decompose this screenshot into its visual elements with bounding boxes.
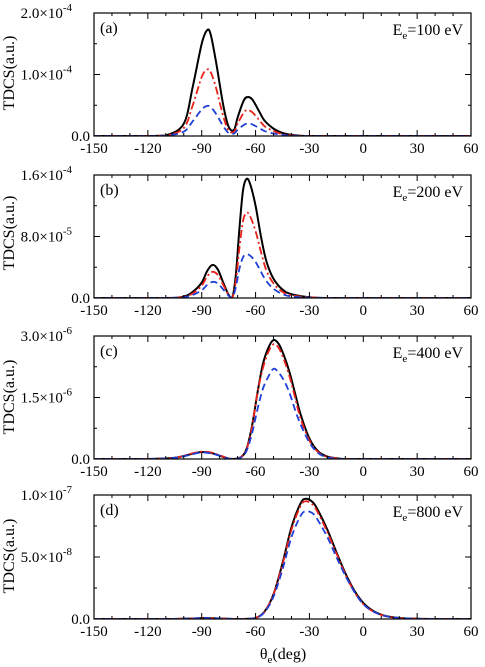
panel-tag-c: (c) bbox=[100, 343, 118, 360]
y-tick-label-b: 8.0×10-5 bbox=[21, 226, 73, 246]
x-tick-label-a: -30 bbox=[299, 141, 319, 157]
y-tick-label-c: 3.0×10-6 bbox=[21, 325, 73, 345]
energy-label-b: Ee=200 eV bbox=[393, 184, 464, 204]
x-tick-label-b: 60 bbox=[464, 303, 479, 319]
y-tick-label-a: 0.0 bbox=[71, 129, 90, 145]
series-line-b-2 bbox=[94, 211, 471, 298]
x-tick-label-c: -150 bbox=[80, 464, 108, 480]
y-tick-label-d: 5.0×10-8 bbox=[21, 546, 73, 566]
x-tick-label-a: 30 bbox=[410, 141, 425, 157]
energy-label-d: Ee=800 eV bbox=[393, 504, 464, 524]
panel-c: -150 -120 -90 -60 -30 0 30 60 0.0 1.5×10-6 3.0×10-… bbox=[21, 325, 479, 480]
x-tick-label-a: 60 bbox=[464, 141, 479, 157]
x-tick-label-a: -150 bbox=[80, 141, 108, 157]
x-tick-label-c: 60 bbox=[464, 464, 479, 480]
y-tick-label-b: 1.6×10-4 bbox=[21, 164, 73, 184]
x-tick-label-d: -150 bbox=[80, 624, 108, 640]
x-tick-label-d: 0 bbox=[360, 624, 368, 640]
x-tick-label-b: -150 bbox=[80, 303, 108, 319]
panel-b: -150 -120 -90 -60 -30 0 30 60 0.0 8.0×10-5 1.6×10-… bbox=[21, 164, 479, 319]
x-tick-label-b: -90 bbox=[192, 303, 212, 319]
x-tick-label-d: -60 bbox=[246, 624, 266, 640]
panel-tag-d: (d) bbox=[100, 502, 119, 519]
series-line-a-1 bbox=[94, 28, 471, 136]
x-axis-label: θe(deg) bbox=[260, 646, 306, 666]
x-tick-label-a: -120 bbox=[134, 141, 162, 157]
y-tick-label-c: 0.0 bbox=[71, 452, 90, 468]
x-tick-label-b: -30 bbox=[299, 303, 319, 319]
x-tick-label-c: -30 bbox=[299, 464, 319, 480]
series-line-b-3 bbox=[94, 253, 471, 298]
series-line-a-3 bbox=[94, 104, 471, 136]
panel-d: -150 -120 -90 -60 -30 0 30 60 0.0 5.0×10-8 1.0×10-… bbox=[21, 484, 479, 640]
panel-a: -150 -120 -90 -60 -30 0 30 60 0.0 1.0×10-4 2.0×10-… bbox=[21, 2, 479, 157]
y-tick-label-c: 1.5×10-6 bbox=[21, 387, 73, 407]
y-tick-label-d: 0.0 bbox=[71, 612, 90, 628]
x-tick-label-b: -120 bbox=[134, 303, 162, 319]
x-tick-label-d: -30 bbox=[299, 624, 319, 640]
panel-tag-b: (b) bbox=[100, 182, 119, 199]
energy-label-c: Ee=400 eV bbox=[393, 345, 464, 365]
x-tick-label-a: 0 bbox=[360, 141, 368, 157]
energy-label-a: Ee=100 eV bbox=[393, 22, 464, 42]
x-tick-label-b: 30 bbox=[410, 303, 425, 319]
y-tick-label-a: 2.0×10-4 bbox=[21, 2, 73, 22]
x-tick-label-d: 60 bbox=[464, 624, 479, 640]
x-tick-label-c: 0 bbox=[360, 464, 368, 480]
x-axis-label-symbol: θ bbox=[260, 646, 268, 663]
x-tick-label-d: -120 bbox=[134, 624, 162, 640]
x-tick-label-b: 0 bbox=[360, 303, 368, 319]
x-axis-label-rest: (deg) bbox=[272, 646, 306, 663]
panel-tag-a: (a) bbox=[100, 20, 118, 37]
x-axis-label-sub: e bbox=[268, 654, 273, 666]
x-tick-label-d: -90 bbox=[192, 624, 212, 640]
y-tick-label-d: 1.0×10-7 bbox=[21, 484, 73, 504]
x-tick-label-c: -60 bbox=[246, 464, 266, 480]
y-axis-label-c: TDCS(a.u.) bbox=[1, 360, 18, 435]
x-tick-label-a: -90 bbox=[192, 141, 212, 157]
y-tick-label-a: 1.0×10-4 bbox=[21, 64, 73, 84]
x-tick-label-b: -60 bbox=[246, 303, 266, 319]
x-tick-label-c: -90 bbox=[192, 464, 212, 480]
x-tick-label-c: 30 bbox=[410, 464, 425, 480]
y-axis-label-d: TDCS(a.u.) bbox=[1, 519, 18, 594]
x-tick-label-a: -60 bbox=[246, 141, 266, 157]
y-tick-label-b: 0.0 bbox=[71, 291, 90, 307]
y-axis-label-b: TDCS(a.u.) bbox=[1, 196, 18, 271]
y-axis-label-a: TDCS(a.u.) bbox=[1, 36, 18, 111]
series-line-c-3 bbox=[94, 367, 471, 459]
series-line-a-2 bbox=[94, 68, 471, 136]
x-tick-label-c: -120 bbox=[134, 464, 162, 480]
series-line-b-1 bbox=[94, 177, 471, 298]
x-tick-label-d: 30 bbox=[410, 624, 425, 640]
